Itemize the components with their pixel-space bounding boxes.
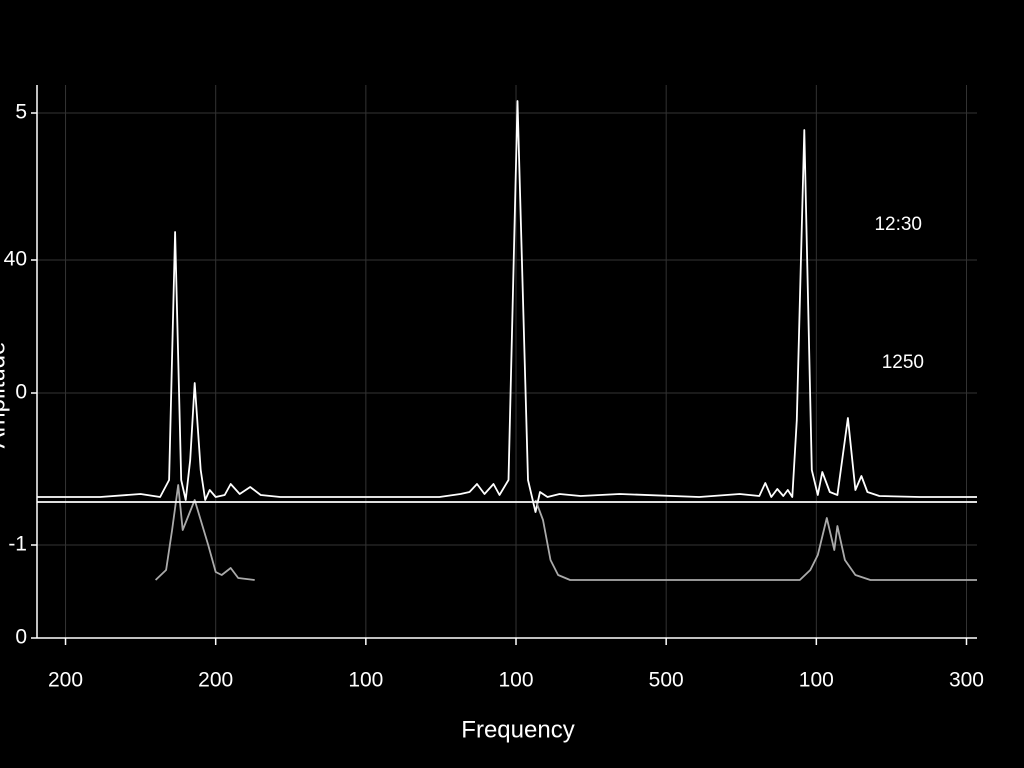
y-axis-label: Amplitude (0, 342, 10, 449)
y-tick-label: -1 (8, 533, 27, 556)
annotation: 12:30 (874, 214, 922, 235)
x-tick-label: 300 (949, 669, 984, 692)
y-tick-label: 0 (15, 381, 27, 404)
y-tick-label: 0 (15, 626, 27, 649)
series-line (37, 100, 977, 513)
x-tick-label: 500 (649, 669, 684, 692)
series-line (154, 484, 977, 581)
x-tick-label: 100 (498, 669, 533, 692)
y-tick-label: 40 (4, 248, 27, 271)
annotation: 1250 (882, 352, 924, 373)
x-tick-label: 200 (198, 669, 233, 692)
y-tick-label: 5 (15, 101, 27, 124)
x-axis-label: Frequency (461, 716, 574, 743)
x-tick-label: 200 (48, 669, 83, 692)
x-tick-label: 100 (348, 669, 383, 692)
x-tick-label: 100 (799, 669, 834, 692)
